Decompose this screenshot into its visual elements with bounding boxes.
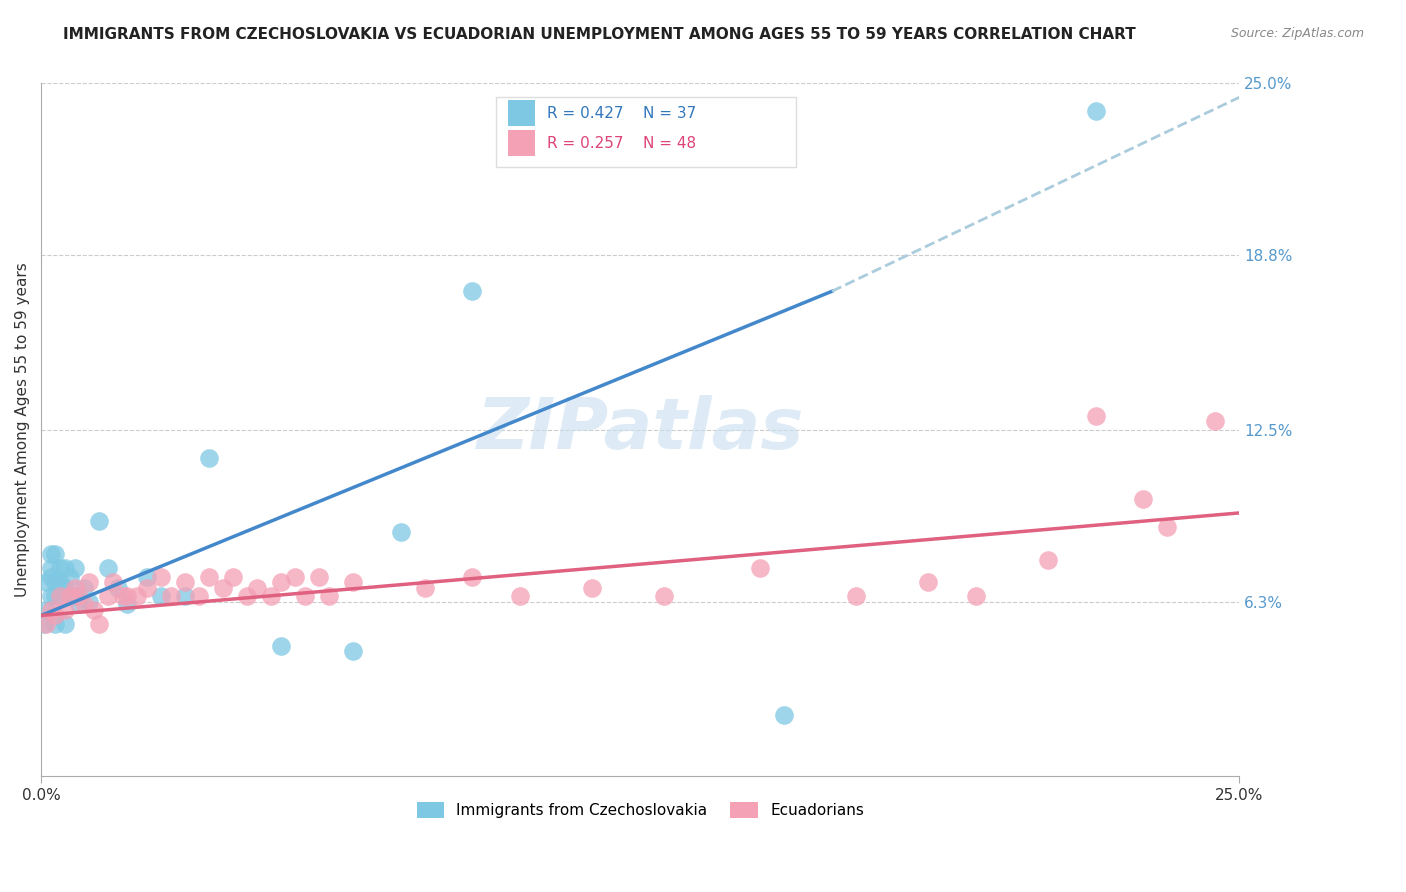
Point	[63, 589, 86, 603]
Point	[149, 589, 172, 603]
Text: ZIPatlas: ZIPatlas	[477, 395, 804, 465]
Point	[49, 589, 72, 603]
Text: R = 0.257    N = 48: R = 0.257 N = 48	[547, 136, 696, 151]
Point	[749, 561, 772, 575]
Point	[159, 589, 181, 603]
Text: IMMIGRANTS FROM CZECHOSLOVAKIA VS ECUADORIAN UNEMPLOYMENT AMONG AGES 55 TO 59 YE: IMMIGRANTS FROM CZECHOSLOVAKIA VS ECUADO…	[63, 27, 1136, 42]
Bar	[509, 100, 534, 127]
Point	[1204, 415, 1226, 429]
Point	[59, 589, 82, 603]
Point	[97, 589, 120, 603]
Point	[917, 575, 939, 590]
Point	[965, 589, 987, 603]
Point	[35, 575, 58, 590]
Point	[174, 589, 197, 603]
Point	[44, 608, 66, 623]
Point	[270, 639, 292, 653]
Point	[461, 569, 484, 583]
Point	[117, 589, 139, 603]
Point	[246, 581, 269, 595]
Point	[212, 581, 235, 595]
Point	[49, 575, 72, 590]
Point	[44, 575, 66, 590]
Point	[53, 561, 76, 575]
Point	[135, 581, 157, 595]
Point	[413, 581, 436, 595]
Legend: Immigrants from Czechoslovakia, Ecuadorians: Immigrants from Czechoslovakia, Ecuadori…	[411, 796, 870, 824]
Point	[260, 589, 283, 603]
Point	[44, 616, 66, 631]
Point	[222, 569, 245, 583]
Point	[284, 569, 307, 583]
Point	[135, 569, 157, 583]
Point	[845, 589, 868, 603]
Text: Source: ZipAtlas.com: Source: ZipAtlas.com	[1230, 27, 1364, 40]
Point	[63, 561, 86, 575]
Point	[509, 589, 531, 603]
Point	[83, 603, 105, 617]
Point	[73, 581, 96, 595]
Point	[174, 575, 197, 590]
Point	[35, 616, 58, 631]
Point	[39, 589, 62, 603]
Point	[39, 561, 62, 575]
Point	[117, 598, 139, 612]
Point	[39, 603, 62, 617]
Point	[73, 598, 96, 612]
Point	[39, 569, 62, 583]
Point	[97, 561, 120, 575]
Y-axis label: Unemployment Among Ages 55 to 59 years: Unemployment Among Ages 55 to 59 years	[15, 262, 30, 597]
Point	[389, 525, 412, 540]
Point	[1084, 104, 1107, 119]
Point	[77, 575, 100, 590]
Point	[59, 589, 82, 603]
Point	[53, 603, 76, 617]
Point	[294, 589, 316, 603]
Point	[63, 581, 86, 595]
Point	[1036, 553, 1059, 567]
Point	[32, 616, 55, 631]
Point	[149, 569, 172, 583]
FancyBboxPatch shape	[496, 97, 796, 167]
Point	[87, 616, 110, 631]
Point	[87, 514, 110, 528]
Point	[308, 569, 330, 583]
Point	[236, 589, 259, 603]
Point	[49, 561, 72, 575]
Point	[35, 603, 58, 617]
Point	[1132, 492, 1154, 507]
Point	[773, 708, 796, 723]
Point	[270, 575, 292, 590]
Point	[69, 589, 91, 603]
Point	[318, 589, 340, 603]
Point	[39, 548, 62, 562]
Point	[198, 450, 221, 465]
Point	[125, 589, 148, 603]
Point	[188, 589, 211, 603]
Point	[652, 589, 675, 603]
Point	[69, 598, 91, 612]
Text: R = 0.427    N = 37: R = 0.427 N = 37	[547, 106, 696, 120]
Point	[581, 581, 603, 595]
Point	[342, 575, 364, 590]
Point	[44, 589, 66, 603]
Point	[107, 581, 129, 595]
Point	[198, 569, 221, 583]
Point	[44, 548, 66, 562]
Point	[77, 594, 100, 608]
Point	[461, 285, 484, 299]
Point	[59, 569, 82, 583]
Point	[1156, 520, 1178, 534]
Point	[342, 644, 364, 658]
Point	[1084, 409, 1107, 423]
Point	[101, 575, 124, 590]
Point	[53, 616, 76, 631]
Point	[111, 589, 134, 603]
Bar	[509, 130, 534, 156]
Point	[53, 581, 76, 595]
